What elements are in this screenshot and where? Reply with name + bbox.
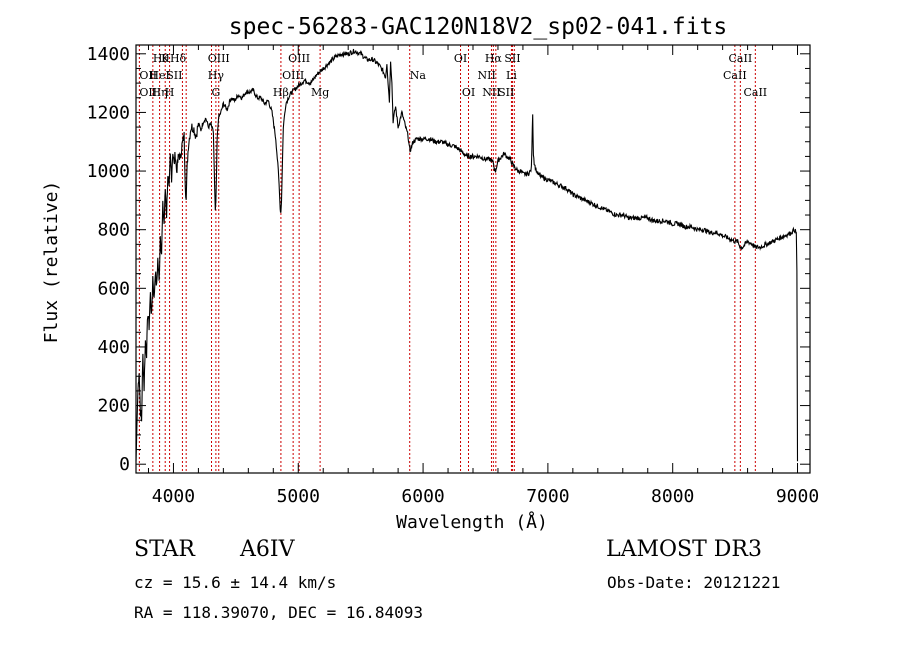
line-label: OIII bbox=[282, 69, 304, 82]
line-label: OII bbox=[139, 69, 157, 82]
line-label: NII bbox=[482, 86, 500, 99]
x-tick-label: 9000 bbox=[776, 486, 819, 507]
x-axis-label: Wavelength (Å) bbox=[396, 511, 548, 533]
line-label: Hθ bbox=[153, 52, 170, 65]
sky-coordinates: RA = 118.39070, DEC = 16.84093 bbox=[134, 603, 423, 622]
line-label: NII bbox=[478, 69, 496, 82]
line-label: Na bbox=[410, 69, 427, 82]
y-tick-label: 0 bbox=[119, 454, 130, 475]
line-label: CaII bbox=[729, 52, 753, 65]
line-label: CaII bbox=[743, 86, 767, 99]
x-tick-label: 7000 bbox=[526, 486, 569, 507]
x-tick-label: 5000 bbox=[277, 486, 320, 507]
line-label: Li bbox=[506, 69, 517, 82]
line-label: Hβ bbox=[273, 86, 289, 99]
object-class: STAR bbox=[134, 537, 195, 562]
redshift-velocity: cz = 15.6 ± 14.4 km/s bbox=[134, 573, 337, 592]
y-axis-label: Flux (relative) bbox=[41, 181, 62, 344]
y-tick-label: 200 bbox=[97, 396, 130, 417]
line-label: Mg bbox=[311, 86, 329, 99]
x-tick-label: 8000 bbox=[651, 486, 694, 507]
object-subclass: A6IV bbox=[240, 537, 295, 562]
line-label: SII bbox=[166, 69, 182, 82]
plot-axes bbox=[135, 44, 811, 474]
line-label: Hδ bbox=[170, 52, 187, 65]
line-label: OI bbox=[462, 86, 475, 99]
x-tick-label: 4000 bbox=[152, 486, 195, 507]
line-label: Hη bbox=[151, 86, 167, 99]
axis-ticks: 4000 5000 6000 7000 8000 9000 0 200 400 600 800 100… bbox=[87, 44, 820, 507]
line-label: SII bbox=[504, 52, 520, 65]
y-tick-label: 600 bbox=[97, 278, 130, 299]
line-label: G bbox=[212, 86, 221, 99]
y-tick-label: 400 bbox=[97, 337, 130, 358]
spectral-line-markers bbox=[138, 45, 756, 473]
y-tick-label: 1000 bbox=[87, 161, 130, 182]
line-label: K bbox=[161, 52, 170, 65]
line-label: SII bbox=[498, 86, 514, 99]
line-label: OI bbox=[454, 52, 467, 65]
y-tick-label: 1400 bbox=[87, 44, 130, 65]
spectrum-line bbox=[135, 48, 799, 462]
line-label: OIII bbox=[288, 52, 310, 65]
observation-date: Obs-Date: 20121221 bbox=[607, 573, 781, 592]
line-label: OII bbox=[139, 86, 157, 99]
x-tick-label: 6000 bbox=[401, 486, 444, 507]
plot-frame bbox=[135, 44, 811, 474]
line-label: Hγ bbox=[208, 69, 225, 82]
y-tick-label: 800 bbox=[97, 220, 130, 241]
line-label: CaII bbox=[723, 69, 747, 82]
line-label: OIII bbox=[208, 52, 230, 65]
line-label: HeI bbox=[149, 69, 169, 82]
line-label: Hα bbox=[485, 52, 503, 65]
spectrum-series bbox=[135, 48, 799, 462]
y-tick-label: 1200 bbox=[87, 102, 130, 123]
chart-title: spec-56283-GAC120N18V2_sp02-041.fits bbox=[229, 14, 728, 40]
line-label: H bbox=[165, 86, 175, 99]
survey-name: LAMOST DR3 bbox=[606, 537, 762, 562]
